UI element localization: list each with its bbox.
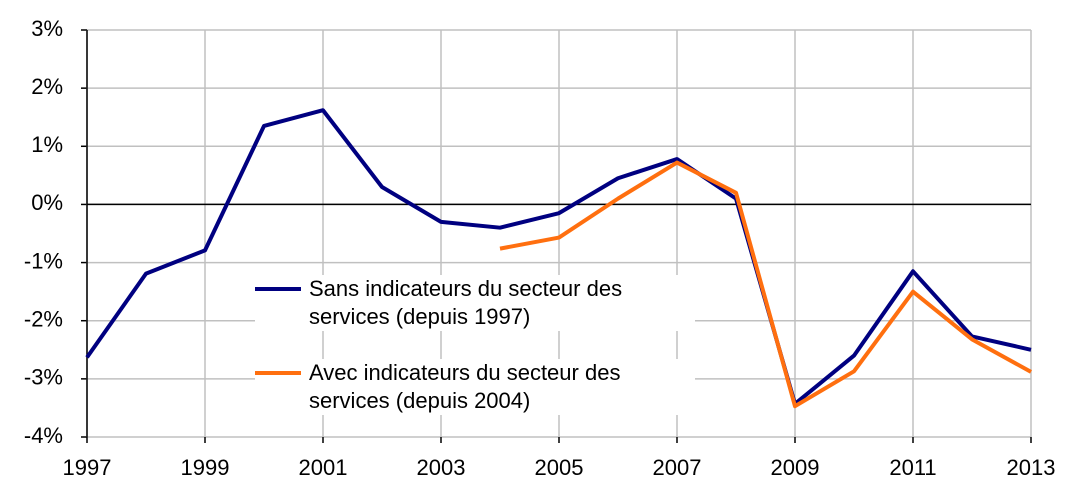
- legend-entry: Sans indicateurs du secteur des services…: [255, 275, 695, 331]
- legend-entry: Avec indicateurs du secteur des services…: [255, 359, 695, 415]
- legend-swatch: [255, 287, 301, 291]
- x-tick-label: 2009: [771, 455, 820, 480]
- y-tick-label: -2%: [24, 307, 63, 332]
- x-tick-label: 2013: [1007, 455, 1056, 480]
- legend-label: Sans indicateurs du secteur des services…: [309, 276, 623, 329]
- y-tick-label: 3%: [31, 16, 63, 41]
- x-tick-label: 2005: [535, 455, 584, 480]
- y-tick-label: 1%: [31, 132, 63, 157]
- x-tick-label: 2003: [417, 455, 466, 480]
- y-tick-label: 2%: [31, 74, 63, 99]
- x-tick-label: 1997: [63, 455, 112, 480]
- series-line: [499, 160, 1032, 409]
- series-line: [85, 108, 1032, 406]
- y-tick-label: -4%: [24, 423, 63, 448]
- y-tick-label: -3%: [24, 365, 63, 390]
- x-tick-label: 2001: [299, 455, 348, 480]
- x-tick-label: 2011: [889, 455, 936, 480]
- x-tick-label: 2007: [653, 455, 702, 480]
- x-tick-label: 1999: [181, 455, 230, 480]
- legend-label: Avec indicateurs du secteur des services…: [309, 360, 621, 413]
- y-tick-label: 0%: [31, 190, 63, 215]
- y-tick-label: -1%: [24, 248, 63, 273]
- legend-swatch: [255, 371, 301, 375]
